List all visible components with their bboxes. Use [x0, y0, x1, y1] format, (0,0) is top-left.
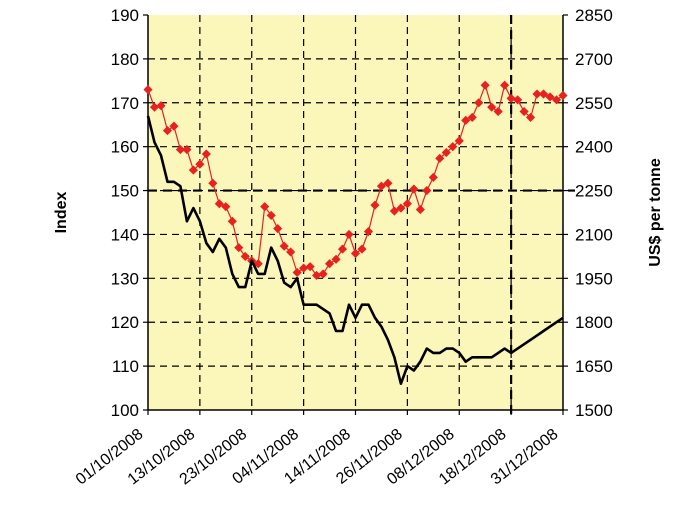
- left-tick-label: 190: [111, 6, 139, 25]
- price-point: [409, 184, 419, 194]
- price-point: [513, 95, 523, 105]
- price-point: [253, 259, 263, 269]
- price-point: [558, 90, 568, 101]
- price-point: [538, 89, 549, 99]
- price-point: [389, 206, 399, 216]
- price-point: [162, 126, 173, 136]
- price-point: [519, 106, 529, 117]
- price-point: [318, 269, 328, 279]
- axes: [143, 14, 568, 415]
- right-axis-tick-labels: 1500 1650 1800 1950 2100 2250 2400 2550 2700 2850: [575, 6, 613, 420]
- right-tick-label: 2400: [575, 138, 613, 157]
- price-point: [221, 202, 231, 212]
- price-point: [383, 178, 393, 188]
- left-tick-label: 160: [111, 138, 139, 157]
- price-point: [305, 262, 315, 272]
- left-tick-label: 130: [111, 269, 139, 288]
- right-tick-label: 2700: [575, 50, 613, 69]
- price-point: [344, 229, 354, 240]
- right-tick-label: 2100: [575, 225, 613, 244]
- price-point: [480, 80, 490, 90]
- y-axis-left-label: Index: [53, 192, 70, 234]
- price-point: [227, 216, 237, 226]
- left-tick-label: 180: [111, 50, 139, 69]
- price-point: [234, 243, 244, 253]
- price-point: [273, 224, 283, 234]
- price-point: [195, 159, 205, 169]
- left-tick-label: 100: [111, 401, 139, 420]
- price-point: [143, 85, 153, 95]
- price-point: [324, 259, 335, 269]
- price-point: [260, 202, 270, 212]
- price-point: [454, 136, 464, 146]
- y-axis-right-label: US$ per tonne: [647, 158, 664, 267]
- price-point: [422, 185, 432, 196]
- price-point: [474, 98, 484, 108]
- right-tick-label: 2550: [575, 94, 613, 113]
- right-tick-label: 1800: [575, 313, 613, 332]
- price-point: [214, 199, 224, 209]
- price-point: [188, 165, 198, 175]
- price-point: [331, 254, 341, 264]
- price-point: [182, 145, 192, 155]
- price-point: [435, 153, 445, 163]
- price-point: [169, 121, 179, 131]
- price-point: [506, 93, 516, 103]
- price-point: [350, 248, 361, 259]
- right-tick-label: 2850: [575, 6, 613, 25]
- price-point: [551, 95, 562, 105]
- left-tick-label: 110: [112, 357, 139, 376]
- left-tick-label: 140: [111, 225, 139, 244]
- price-point: [545, 92, 555, 102]
- price-point: [201, 149, 211, 159]
- price-point: [279, 241, 289, 251]
- price-point: [415, 205, 425, 215]
- index-series-line: [146, 115, 564, 386]
- price-point: [370, 200, 380, 210]
- x-axis-tick-labels: 01/10/200813/10/200823/10/200804/11/2008…: [73, 426, 562, 489]
- price-point: [493, 106, 503, 117]
- price-point: [396, 203, 406, 213]
- price-point: [175, 145, 185, 155]
- price-point: [487, 102, 497, 112]
- price-point: [286, 247, 296, 257]
- right-tick-label: 1950: [575, 269, 613, 288]
- price-point: [337, 244, 348, 254]
- right-tick-label: 1650: [575, 357, 613, 376]
- left-tick-label: 120: [111, 313, 139, 332]
- price-point: [467, 112, 477, 122]
- right-tick-label: 1500: [575, 401, 613, 420]
- price-point: [441, 147, 451, 158]
- left-tick-label: 170: [111, 94, 139, 113]
- price-point: [526, 112, 536, 122]
- price-point: [448, 142, 458, 152]
- price-point: [500, 80, 510, 90]
- price-point: [461, 115, 471, 125]
- price-point: [402, 199, 412, 209]
- price-point: [376, 181, 387, 191]
- left-axis-tick-labels: 100 110 120 130 140 150 160 170 180 190: [111, 6, 139, 420]
- price-point: [156, 101, 166, 111]
- right-tick-label: 2250: [575, 182, 613, 201]
- left-tick-label: 150: [111, 182, 139, 201]
- series-layer: [143, 80, 568, 386]
- price-point: [266, 210, 276, 220]
- price-point: [240, 251, 250, 261]
- price-point: [357, 244, 367, 254]
- price-point: [532, 89, 542, 99]
- price-point: [208, 178, 218, 188]
- price-point: [292, 267, 302, 278]
- price-point: [363, 226, 374, 237]
- highlight-grid-lines: [148, 15, 575, 418]
- grid-lines: [148, 15, 563, 410]
- price-point: [428, 172, 438, 182]
